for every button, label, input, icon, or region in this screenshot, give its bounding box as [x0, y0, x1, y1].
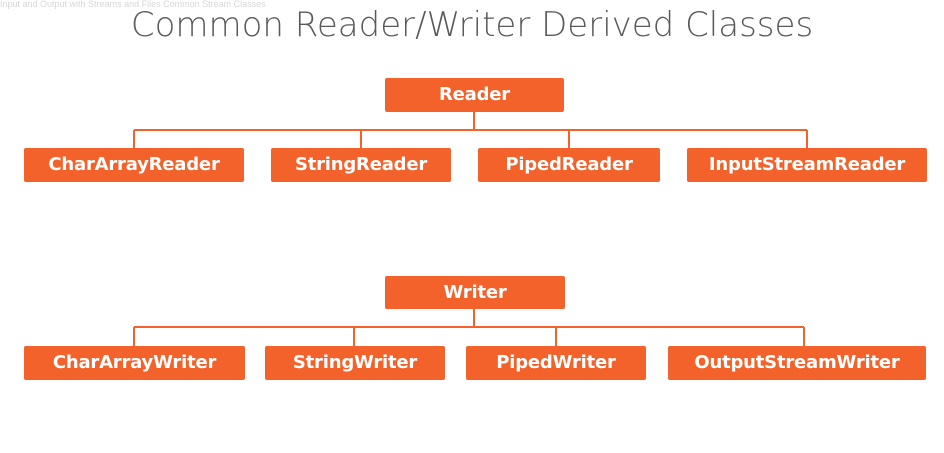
node-writer: Writer: [385, 276, 565, 309]
node-piped-writer: PipedWriter: [466, 346, 646, 380]
breadcrumb-watermark: Input and Output with Streams and Files …: [0, 0, 266, 9]
node-string-reader: StringReader: [271, 148, 451, 182]
node-output-stream-writer: OutputStreamWriter: [668, 346, 926, 380]
node-char-array-reader: CharArrayReader: [24, 148, 244, 182]
node-char-array-writer: CharArrayWriter: [24, 346, 245, 380]
slide-title: Common Reader/Writer Derived Classes: [130, 5, 814, 45]
node-string-writer: StringWriter: [265, 346, 445, 380]
node-reader: Reader: [385, 78, 564, 112]
reader-connectors: [133, 112, 808, 148]
node-input-stream-reader: InputStreamReader: [687, 148, 927, 182]
writer-connectors: [133, 309, 805, 346]
node-piped-reader: PipedReader: [478, 148, 660, 182]
